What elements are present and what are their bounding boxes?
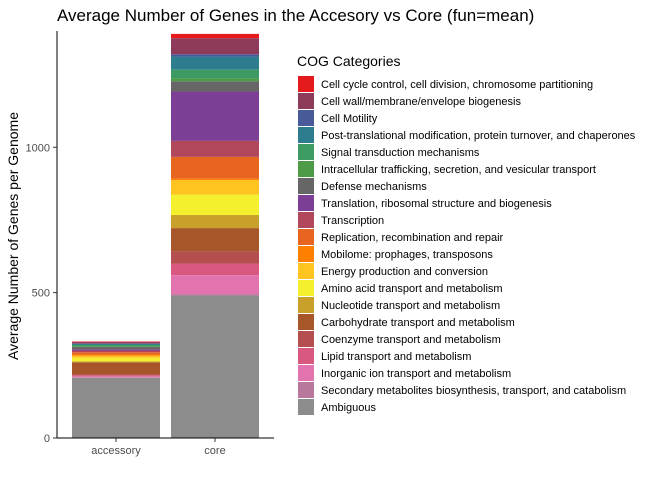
legend-label: Replication, recombination and repair [321,232,504,244]
bar-segment-accessory-8 [72,349,160,351]
legend-swatch [298,297,314,313]
bar-segment-accessory-16 [72,374,160,376]
bar-segment-core-8 [171,91,259,141]
bar-segment-accessory-5 [72,344,160,347]
bar-segment-core-14 [171,215,259,229]
legend-label: Transcription [321,215,384,227]
legend-swatch [298,365,314,381]
legend-swatch [298,229,314,245]
bar-segment-core-18 [171,275,259,295]
bar-segment-accessory-1 [72,341,160,343]
bar-segment-accessory-4 [72,343,160,345]
bar-segment-accessory-12 [72,355,160,358]
bar-segment-accessory-17 [72,375,160,377]
y-tick-label: 1000 [26,142,50,154]
legend-swatch [298,212,314,228]
legend-swatch [298,76,314,92]
legend-swatch [298,382,314,398]
bar-segment-accessory-2 [72,342,160,344]
legend-swatch [298,161,314,177]
x-tick-label-core: core [204,445,225,457]
legend-swatch [298,399,314,415]
bar-segment-core-6 [171,78,259,82]
legend-label: Translation, ribosomal structure and bio… [321,198,552,210]
bar-segment-accessory-11 [72,354,160,356]
bar-segment-core-3 [171,54,259,57]
legend-swatch [298,144,314,160]
legend-label: Cell Motility [321,113,378,125]
bar-segment-core-4 [171,56,259,70]
legend-swatch [298,195,314,211]
bar-segment-core-9 [171,140,259,157]
x-tick-label-accessory: accessory [91,445,141,457]
bar-segment-accessory-20 [72,377,160,438]
legend-label: Defense mechanisms [321,181,427,193]
legend-swatch [298,331,314,347]
legend-swatch [298,348,314,364]
bar-segment-core-7 [171,81,259,92]
bar-segment-accessory-18 [72,376,160,378]
bar-segment-core-13 [171,194,259,216]
bar-segment-core-11 [171,178,259,181]
legend-title: COG Categories [297,53,400,69]
bar-segment-accessory-13 [72,357,160,362]
legend-swatch [298,110,314,126]
y-tick-label: 500 [32,288,50,300]
legend-label: Ambiguous [321,402,377,414]
bar-segment-core-12 [171,180,259,195]
legend-label: Nucleotide transport and metabolism [321,300,500,312]
legend-label: Post-translational modification, protein… [321,130,636,142]
legend-label: Signal transduction mechanisms [321,147,480,159]
bar-segment-accessory-6 [72,346,160,348]
chart-title: Average Number of Genes in the Accesory … [57,6,534,25]
bar-segment-core-19 [171,294,259,296]
legend-swatch [298,280,314,296]
legend-label: Coenzyme transport and metabolism [321,334,501,346]
bar-segment-accessory-19 [72,377,160,378]
y-tick-label: 0 [44,433,50,445]
legend: Cell cycle control, cell division, chrom… [298,76,636,415]
bars-layer [72,33,259,438]
legend-swatch [298,263,314,279]
legend-label: Lipid transport and metabolism [321,351,471,363]
legend-swatch [298,127,314,143]
bar-segment-accessory-7 [72,347,160,350]
legend-label: Mobilome: prophages, transposons [321,249,493,261]
bar-segment-accessory-9 [72,350,160,353]
legend-label: Secondary metabolites biosynthesis, tran… [321,385,626,397]
legend-label: Amino acid transport and metabolism [321,283,503,295]
legend-swatch [298,178,314,194]
axes-layer: 0 500 1000 accessory core [26,31,274,457]
bar-segment-core-15 [171,228,259,252]
bar-segment-core-20 [171,295,259,438]
legend-label: Carbohydrate transport and metabolism [321,317,515,329]
legend-label: Cell cycle control, cell division, chrom… [321,79,593,91]
legend-label: Energy production and conversion [321,266,488,278]
bar-segment-core-16 [171,251,259,264]
bar-segment-core-1 [171,33,259,39]
bar-segment-accessory-15 [72,362,160,375]
bar-segment-accessory-10 [72,352,160,355]
legend-swatch [298,93,314,109]
bar-segment-core-10 [171,156,259,179]
legend-label: Inorganic ion transport and metabolism [321,368,511,380]
legend-swatch [298,246,314,262]
legend-label: Intracellular trafficking, secretion, an… [321,164,596,176]
bar-segment-accessory-14 [72,361,160,363]
bar-segment-core-2 [171,38,259,55]
legend-label: Cell wall/membrane/envelope biogenesis [321,96,521,108]
bar-segment-core-17 [171,263,259,276]
bar-segment-core-5 [171,69,259,79]
legend-swatch [298,314,314,330]
y-axis-title: Average Number of Genes per Genome [5,112,21,360]
